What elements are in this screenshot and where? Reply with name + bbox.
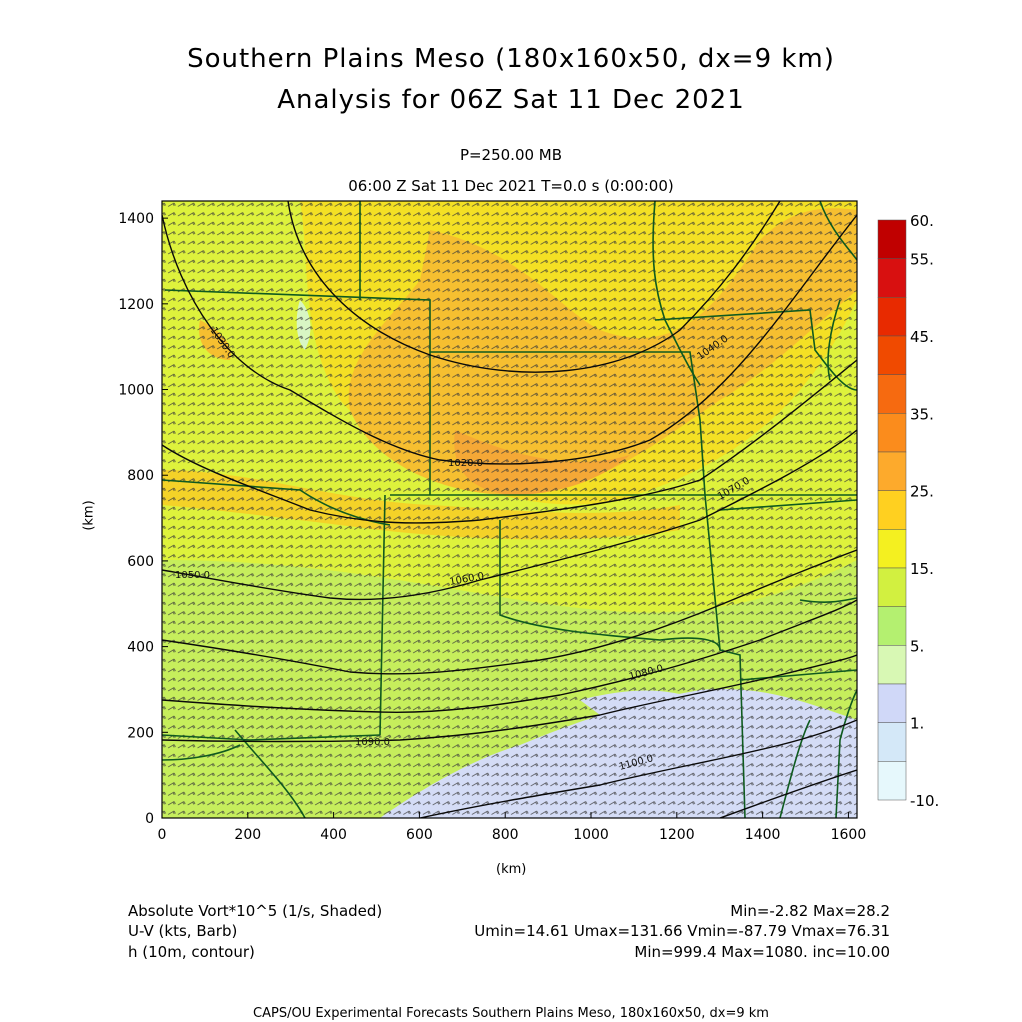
colorbar-segment: [877, 335, 907, 375]
y-tick-label: 0: [145, 811, 154, 827]
time-label: 06:00 Z Sat 11 Dec 2021 T=0.0 s (0:00:00…: [348, 177, 674, 195]
y-axis-label: (km): [81, 500, 97, 531]
state-borders: [162, 201, 857, 818]
x-axis: 0 200 400 600 800 1000 1200 1400 1600: [158, 812, 867, 843]
level-label: P=250.00 MB: [459, 146, 563, 164]
colorbar-segment: [877, 297, 907, 337]
field1-stats: Min=-2.82 Max=28.2: [730, 902, 890, 920]
x-tick-label: 1000: [573, 827, 609, 843]
field2-label: U-V (kts, Barb): [128, 922, 238, 940]
contour-label: 1090.0: [355, 737, 390, 748]
height-contours: [162, 201, 857, 818]
colorbar-segment: [877, 722, 907, 762]
y-tick-label: 1400: [118, 211, 154, 227]
contour-label: 1020.0: [448, 458, 483, 469]
x-tick-label: 200: [234, 827, 261, 843]
colorbar-segment: [877, 529, 907, 569]
x-tick-label: 0: [158, 827, 167, 843]
colorbar-segment: [877, 258, 907, 298]
title-line-2: Analysis for 06Z Sat 11 Dec 2021: [277, 85, 745, 115]
colorbar-segment: [877, 374, 907, 414]
field1-label: Absolute Vort*10^5 (1/s, Shaded): [128, 902, 383, 920]
x-tick-label: 600: [406, 827, 433, 843]
y-tick-label: 400: [127, 640, 154, 656]
colorbar: 60. 55. 45. 35. 25. 15. 5. 1. -10.: [877, 212, 939, 810]
colorbar-label: -10.: [910, 792, 939, 810]
colorbar-label: 1.: [910, 715, 924, 733]
colorbar-label: 25.: [910, 483, 934, 501]
colorbar-label: 35.: [910, 405, 934, 423]
colorbar-segment: [877, 451, 907, 491]
title-line-1: Southern Plains Meso (180x160x50, dx=9 k…: [187, 44, 835, 74]
colorbar-segment: [877, 219, 907, 259]
x-axis-label: (km): [496, 862, 527, 877]
x-tick-label: 1400: [745, 827, 781, 843]
field2-stats: Umin=14.61 Umax=131.66 Vmin=-87.79 Vmax=…: [474, 922, 890, 940]
colorbar-label: 15.: [910, 560, 934, 578]
x-tick-label: 1600: [831, 827, 867, 843]
x-tick-label: 400: [320, 827, 347, 843]
colorbar-label: 5.: [910, 637, 924, 655]
y-tick-label: 1000: [118, 383, 154, 399]
colorbar-label: 55.: [910, 251, 934, 269]
colorbar-segment: [877, 490, 907, 530]
y-tick-label: 600: [127, 554, 154, 570]
colorbar-segment: [877, 761, 907, 801]
y-axis: 0 200 400 600 800 1000 1200 1400: [118, 211, 168, 827]
colorbar-segment: [877, 413, 907, 453]
x-tick-label: 1200: [659, 827, 695, 843]
colorbar-segment: [877, 683, 907, 723]
y-tick-label: 1200: [118, 297, 154, 313]
footer-credit: CAPS/OU Experimental Forecasts Southern …: [253, 1006, 769, 1021]
x-tick-label: 800: [492, 827, 519, 843]
field3-label: h (10m, contour): [128, 943, 255, 961]
colorbar-label: 45.: [910, 328, 934, 346]
contour-label: 1050.0: [175, 570, 210, 581]
colorbar-segment: [877, 606, 907, 646]
field3-stats: Min=999.4 Max=1080. inc=10.00: [634, 943, 890, 961]
colorbar-label: 60.: [910, 212, 934, 230]
plot-frame: [161, 200, 858, 819]
colorbar-segment: [877, 645, 907, 685]
y-tick-label: 800: [127, 468, 154, 484]
colorbar-segment: [877, 567, 907, 607]
y-tick-label: 200: [127, 725, 154, 741]
